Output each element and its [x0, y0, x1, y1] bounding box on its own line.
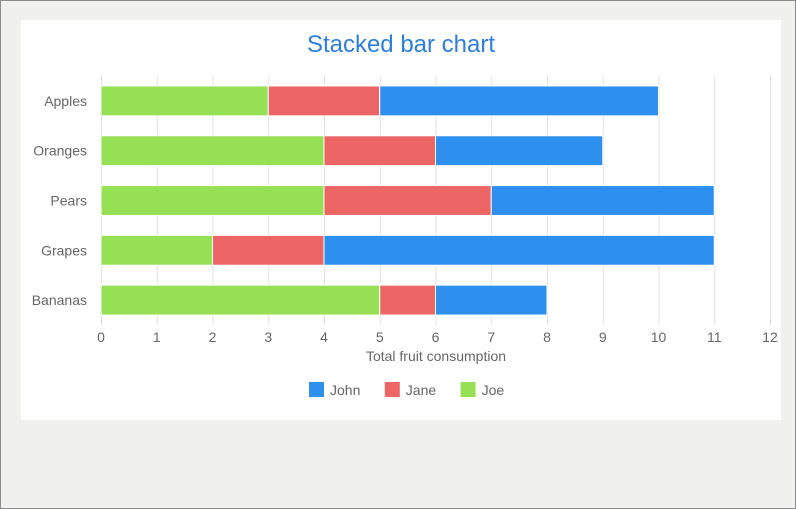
legend-swatch-jane [384, 382, 400, 397]
category-label: Apples [44, 93, 87, 109]
category-labels: Apples Oranges Pears Grapes Bananas [32, 93, 87, 308]
bar-segment-john-apples [379, 85, 659, 117]
x-tick-label: 10 [651, 329, 667, 345]
x-tick-label: 0 [97, 329, 105, 345]
bar-segment-joe-pears [100, 185, 325, 216]
bar-segment-jane-apples [267, 85, 381, 117]
x-tick-label: 6 [432, 329, 440, 345]
x-axis-label: Total fruit consumption [366, 348, 506, 364]
chart-title: Stacked bar chart [307, 31, 495, 58]
category-label: Bananas [32, 292, 87, 308]
bar-segment-joe-grapes [100, 234, 213, 266]
x-tick-label: 2 [209, 329, 217, 345]
bar-segment-jane-pears [323, 185, 492, 216]
bar-segment-john-grapes [323, 234, 715, 266]
bar-segment-joe-oranges [100, 135, 325, 167]
x-tick-label: 4 [320, 329, 328, 345]
legend: John Jane Joe [309, 382, 504, 398]
x-tick-label: 12 [762, 329, 778, 345]
bar-segment-john-oranges [435, 135, 604, 167]
x-tick-label: 7 [487, 329, 495, 345]
legend-label-jane[interactable]: Jane [406, 382, 437, 398]
stacked-bar-chart: Stacked bar chart Apples Oranges Pears Grap… [32, 31, 778, 398]
bar-segment-joe-apples [100, 85, 269, 117]
legend-swatch-john [309, 382, 324, 397]
bar-segment-jane-oranges [323, 135, 436, 167]
legend-label-john[interactable]: John [330, 382, 360, 398]
legend-swatch-joe [460, 382, 476, 397]
x-tick-label: 11 [707, 329, 722, 345]
x-tick-label: 9 [599, 329, 607, 345]
legend-label-joe[interactable]: Joe [482, 382, 505, 398]
category-label: Grapes [41, 242, 87, 258]
bar-segment-john-pears [490, 185, 715, 216]
x-tick-labels: 0 1 2 3 4 5 6 7 8 9 10 11 12 [97, 329, 778, 345]
x-tick-label: 3 [264, 329, 272, 345]
bars-group [100, 85, 715, 316]
bar-segment-jane-grapes [212, 234, 325, 266]
bar-segment-john-bananas [435, 284, 548, 316]
x-tick-label: 1 [153, 329, 161, 345]
bar-segment-joe-bananas [100, 284, 381, 316]
category-label: Pears [50, 193, 87, 209]
category-label: Oranges [33, 143, 87, 159]
x-tick-label: 8 [543, 329, 551, 345]
chart-card: Stacked bar chart Apples Oranges Pears Grap… [21, 20, 781, 420]
bar-segment-jane-bananas [379, 284, 436, 316]
x-tick-label: 5 [376, 329, 384, 345]
